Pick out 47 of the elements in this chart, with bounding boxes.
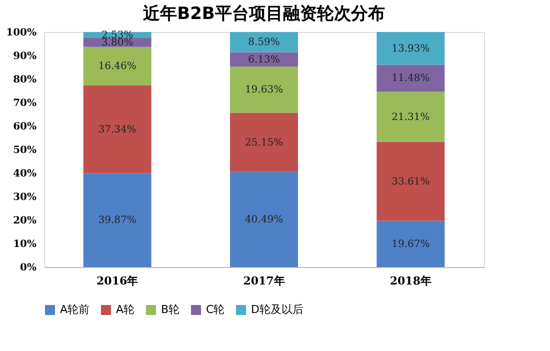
data-label: 33.61% — [392, 176, 430, 188]
data-label: 39.87% — [98, 215, 136, 226]
bar — [83, 86, 152, 174]
bar — [376, 142, 445, 221]
y-tick-label: 60% — [13, 122, 37, 132]
data-label: 19.63% — [244, 84, 284, 96]
bar — [230, 52, 298, 67]
bar — [376, 92, 445, 142]
legend-label: A轮 — [116, 303, 135, 316]
bar — [230, 112, 298, 172]
y-tick-label: 70% — [13, 98, 37, 109]
y-tick-label: 80% — [13, 74, 37, 86]
legend-label: D轮及以后 — [251, 303, 304, 316]
y-tick-label: 90% — [13, 51, 37, 62]
data-label: 40.49% — [244, 214, 284, 226]
bar — [83, 46, 152, 86]
bar — [376, 64, 445, 92]
data-label: 37.34% — [98, 124, 136, 136]
y-tick-label: 0% — [20, 262, 37, 274]
data-label: 21.31% — [392, 112, 430, 123]
y-tick-label: 50% — [13, 145, 37, 156]
data-label: 3.80% — [101, 37, 134, 48]
chart-title: 近年B2B平台项目融资轮次分布 — [142, 4, 385, 24]
bar — [376, 220, 445, 267]
data-label: 11.48% — [392, 73, 430, 84]
data-label: 19.67% — [392, 238, 430, 250]
data-label: 8.59% — [248, 37, 280, 48]
y-tick-label: 20% — [13, 216, 37, 226]
y-tick-label: 10% — [13, 239, 37, 250]
y-tick-label: 100% — [6, 28, 37, 38]
data-label: 13.93% — [392, 43, 430, 54]
data-label: 6.13% — [248, 54, 280, 66]
bar — [83, 173, 152, 267]
y-tick-label: 30% — [13, 192, 37, 203]
x-tick-label: 2016年 — [96, 274, 138, 288]
data-label: 25.15% — [244, 137, 284, 148]
bar — [230, 172, 298, 267]
x-tick-label: 2017年 — [243, 274, 285, 288]
x-tick-label: 2018年 — [390, 274, 432, 288]
data-label: 16.46% — [98, 61, 136, 72]
bar — [230, 32, 298, 52]
y-tick-label: 40% — [13, 168, 37, 180]
legend-label: C轮 — [206, 303, 225, 316]
bar — [376, 32, 445, 65]
bar — [230, 66, 298, 113]
legend-label: B轮 — [161, 303, 180, 316]
legend-label: A轮前 — [60, 303, 90, 316]
